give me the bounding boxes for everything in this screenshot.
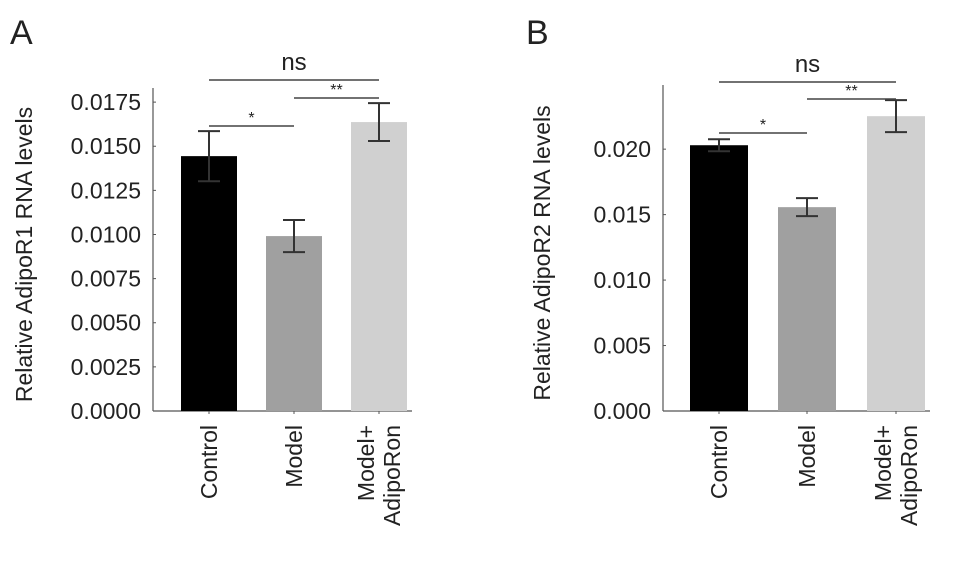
y-tick-label: 0.000 (593, 398, 651, 424)
y-tick-label: 0.0050 (71, 310, 141, 336)
y-tick-label: 0.0025 (71, 354, 141, 380)
x-tick-label: Model+AdipoRon (353, 425, 405, 526)
x-tick-label: Model (794, 425, 820, 488)
x-tick-label: Model (281, 425, 307, 488)
x-tick-label-line: AdipoRon (896, 425, 922, 526)
x-tick-label-line: Model (281, 425, 307, 488)
y-tick-label: 0.020 (593, 136, 651, 162)
y-tick-label: 0.010 (593, 267, 651, 293)
x-tick-label: Control (706, 425, 732, 499)
bar-model (778, 207, 836, 411)
significance-label: ns (281, 49, 306, 76)
panel-label: B (526, 14, 549, 52)
y-tick-label: 0.0150 (71, 133, 141, 159)
panel-label: A (10, 14, 33, 52)
y-tick-label: 0.0075 (71, 266, 141, 292)
significance-label: ** (845, 83, 857, 100)
bar-model (266, 236, 322, 411)
x-tick-label-line: Model (794, 425, 820, 488)
y-tick-label: 0.0000 (71, 398, 141, 424)
y-axis-label: Relative AdipoR1 RNA levels (11, 107, 37, 402)
panel-B: B 0.000 0.005 0.010 0.015 0.020 Relative Adipo… (526, 14, 930, 526)
bar-model-adiporon (867, 116, 925, 411)
y-tick-label: 0.0125 (71, 177, 141, 203)
bar-model-adiporon (351, 122, 407, 411)
y-axis-label: Relative AdipoR2 RNA levels (529, 105, 555, 400)
y-tick-label: 0.0100 (71, 221, 141, 247)
bar-control (690, 145, 748, 411)
y-tick-label: 0.015 (593, 202, 651, 228)
significance-label: ns (795, 51, 820, 78)
significance-label: * (248, 110, 254, 127)
y-tick-label: 0.0175 (71, 89, 141, 115)
significance-label: * (760, 117, 766, 134)
panel-A: A 0.0000 0.0025 0.0050 0.0075 0.0100 0.0125 0.0… (10, 14, 412, 526)
x-tick-label-line: Control (196, 425, 222, 499)
x-tick-label-line: Control (706, 425, 732, 499)
significance-label: ** (330, 82, 342, 99)
x-tick-label: Model+AdipoRon (870, 425, 922, 526)
x-tick-label-line: AdipoRon (379, 425, 405, 526)
x-tick-label-line: Model+ (870, 425, 896, 501)
x-tick-label-line: Model+ (353, 425, 379, 501)
x-tick-label: Control (196, 425, 222, 499)
bar-control (181, 156, 237, 411)
y-tick-label: 0.005 (593, 333, 651, 359)
